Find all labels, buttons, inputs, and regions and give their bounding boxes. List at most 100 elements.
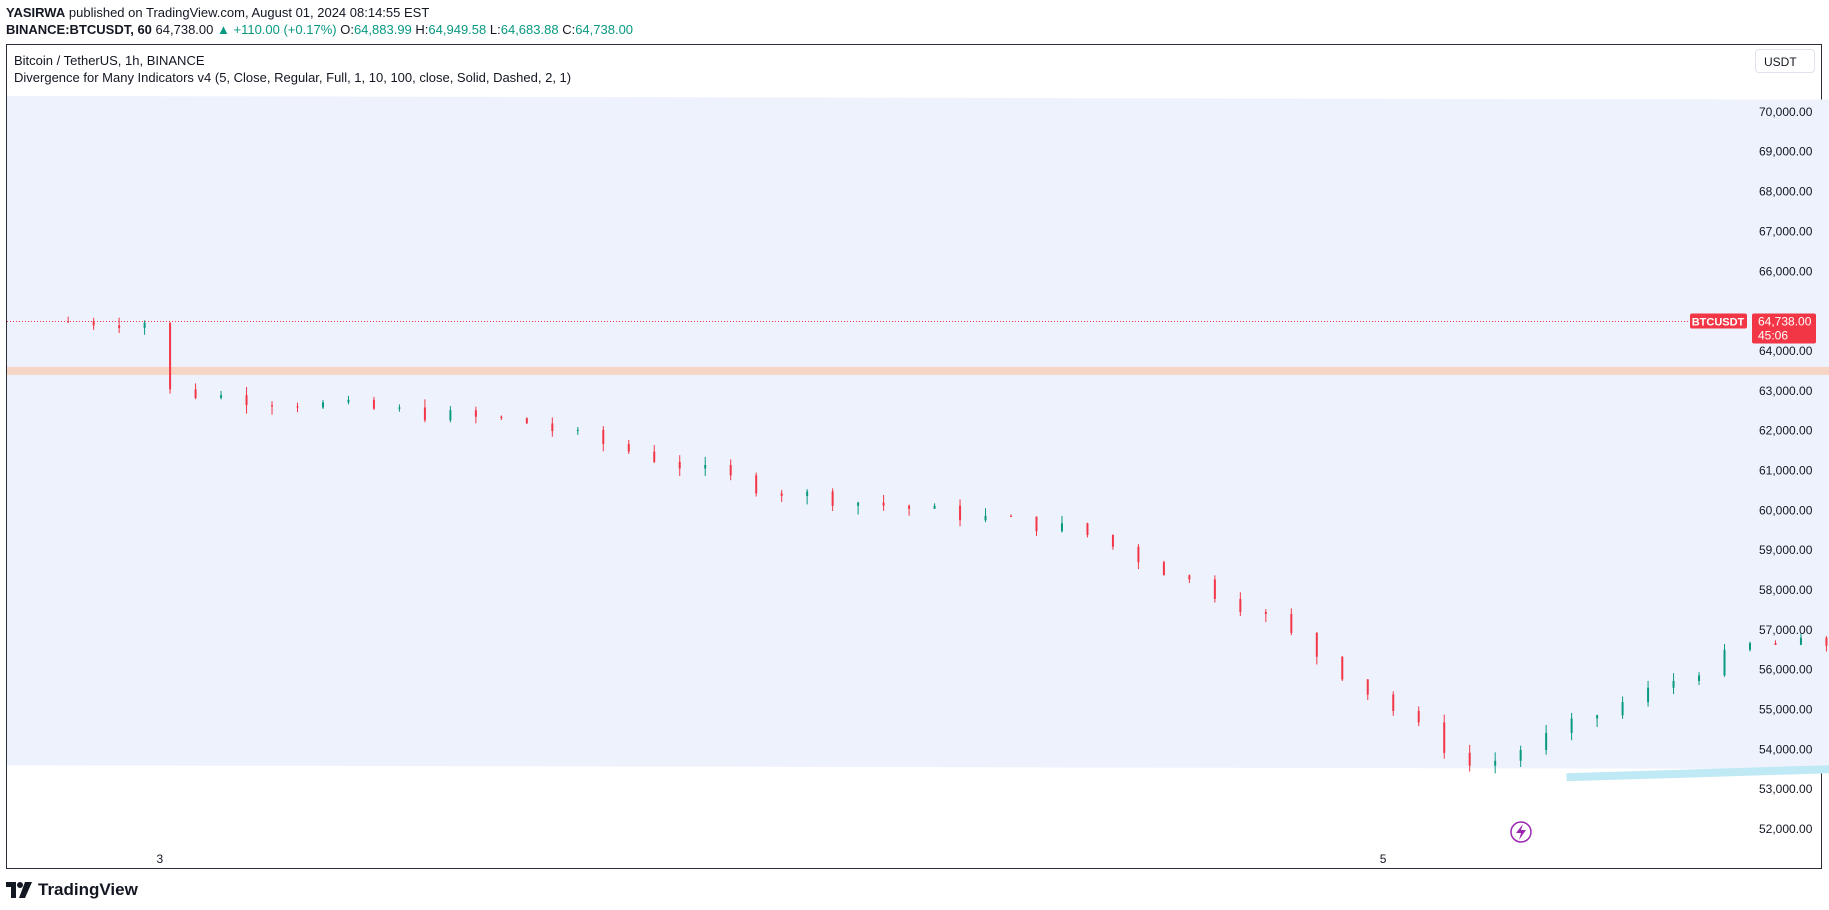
candle (1162, 560, 1165, 576)
lightning-icon[interactable] (1510, 821, 1532, 843)
candle (525, 417, 528, 424)
candle (1774, 640, 1777, 645)
y-tick-label: 66,000.00 (1759, 264, 1813, 278)
candle (551, 417, 554, 437)
candle-body (1494, 760, 1497, 766)
last-price: 64,738.00 (155, 22, 214, 37)
candle-body (1290, 613, 1293, 633)
y-tick-label: 62,000.00 (1759, 424, 1813, 438)
candle-body (576, 429, 579, 432)
candle (933, 503, 936, 510)
price-channel (7, 95, 1829, 769)
symbol-line: BINANCE:BTCUSDT, 60 64,738.00 ▲ +110.00 … (6, 21, 633, 38)
x-tick-label: 5 (1380, 852, 1387, 866)
candle (1519, 745, 1522, 767)
candle (1213, 575, 1216, 603)
price-change: ▲ +110.00 (+0.17%) (217, 22, 337, 37)
candle (1698, 672, 1701, 686)
indicator-legend[interactable]: Divergence for Many Indicators v4 (5, Cl… (14, 70, 572, 85)
candle (831, 488, 834, 511)
candle-body (1417, 711, 1420, 723)
y-tick-label: 69,000.00 (1759, 145, 1813, 159)
publisher-name[interactable]: YASIRWA (6, 5, 66, 20)
candle-body (729, 464, 732, 476)
candle (857, 501, 860, 515)
candle (500, 415, 503, 421)
candle (1468, 744, 1471, 772)
y-tick-label: 63,000.00 (1759, 384, 1813, 398)
candle-body (423, 407, 426, 421)
low-label: L: (489, 22, 501, 37)
y-tick-label: 54,000.00 (1759, 742, 1813, 756)
candle (1111, 534, 1114, 550)
candle-body (1443, 722, 1446, 753)
y-tick-label: 57,000.00 (1759, 623, 1813, 637)
candle (755, 472, 758, 497)
candle (1035, 516, 1038, 536)
candle-body (1137, 546, 1140, 563)
candle (1723, 644, 1726, 677)
candle-body (627, 443, 630, 452)
candle-body (1698, 675, 1701, 681)
candle (678, 455, 681, 476)
candle-body (1647, 687, 1650, 703)
close-value: 64,738.00 (575, 22, 634, 37)
candle-body (1341, 656, 1344, 680)
price-tag-box (1752, 313, 1816, 344)
candle-body (1060, 523, 1063, 532)
candle-body (984, 515, 987, 521)
candle (1315, 632, 1318, 665)
candle-body (143, 322, 146, 328)
candle-body (525, 418, 528, 424)
candle (1545, 724, 1548, 755)
candle-body (1086, 523, 1089, 535)
candle-body (704, 464, 707, 469)
y-tick-label: 52,000.00 (1759, 822, 1813, 836)
chart-title[interactable]: Bitcoin / TetherUS, 1h, BINANCE (14, 53, 205, 68)
publish-header: YASIRWA published on TradingView.com, Au… (6, 4, 633, 38)
close-label: C: (562, 22, 576, 37)
y-tick-label: 60,000.00 (1759, 503, 1813, 517)
candle-body (1596, 715, 1599, 719)
candle-body (1621, 702, 1624, 716)
candle (602, 426, 605, 452)
candle-body (194, 389, 197, 398)
open-value: 64,883.99 (353, 22, 412, 37)
candle (1264, 609, 1267, 623)
candle (959, 499, 962, 527)
candle-body (806, 491, 809, 497)
y-tick-label: 53,000.00 (1759, 782, 1813, 796)
tradingview-logo[interactable]: TradingView (6, 880, 138, 900)
candle-body (857, 502, 860, 506)
candle (1366, 679, 1369, 700)
candle-body (755, 475, 758, 494)
candle (1443, 714, 1446, 759)
candle-body (1825, 637, 1828, 646)
candle (474, 406, 477, 424)
candle-body (551, 423, 554, 432)
candle (398, 404, 401, 412)
y-tick-label: 55,000.00 (1759, 703, 1813, 717)
candle-body (1545, 732, 1548, 750)
currency-button[interactable]: USDT (1755, 49, 1815, 73)
support-zone (7, 366, 1829, 375)
candle (1341, 656, 1344, 682)
candle-body (1239, 598, 1242, 613)
candle (1672, 673, 1675, 695)
candle (372, 396, 375, 411)
candle-body (1468, 752, 1471, 766)
candle (321, 399, 324, 409)
y-tick-label: 64,000.00 (1759, 344, 1813, 358)
y-tick-label: 58,000.00 (1759, 583, 1813, 597)
candle-body (271, 405, 274, 407)
candle-body (678, 461, 681, 469)
candle (1188, 574, 1191, 584)
y-tick-label: 70,000.00 (1759, 105, 1813, 119)
candle-body (908, 505, 911, 509)
candle-body (1392, 694, 1395, 712)
candle (1417, 706, 1420, 727)
low-value: 64,683.88 (500, 22, 559, 37)
y-tick-label: 68,000.00 (1759, 185, 1813, 199)
